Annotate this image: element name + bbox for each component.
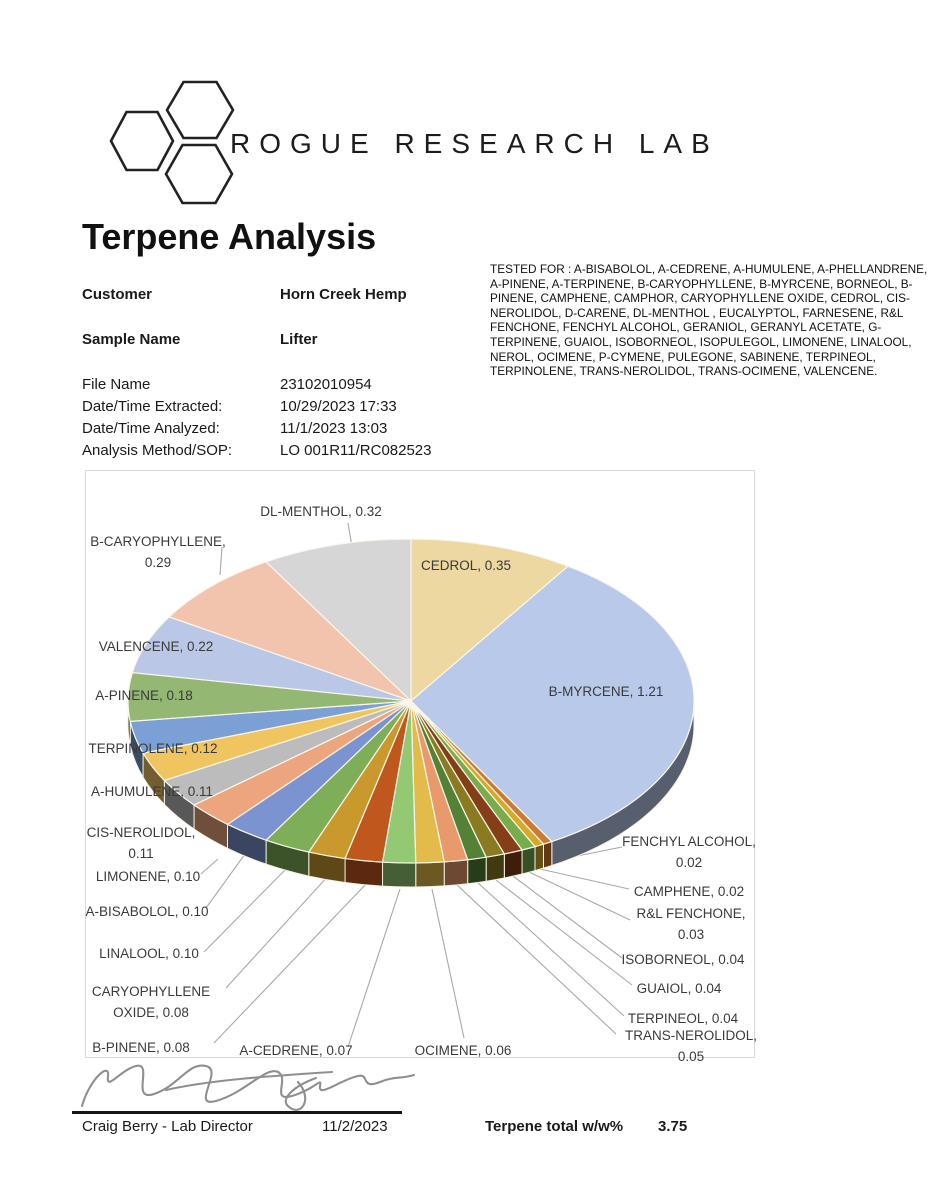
pie-label: CEDROL, 0.35 [420, 558, 512, 573]
info-value: 23102010954 [280, 376, 372, 393]
pie-label: TRANS-NEROLIDOL, 0.05 [624, 1028, 758, 1064]
pie-label: A-PINENE, 0.18 [95, 688, 193, 703]
pie-slice-dl-menthol [264, 538, 412, 703]
info-value: 11/1/2023 13:03 [280, 420, 388, 437]
info-row-customer: Customer Horn Creek Hemp [82, 286, 482, 303]
pie-label: DL-MENTHOL, 0.32 [260, 504, 382, 519]
pie-label: TERPINEOL, 0.04 [627, 1011, 739, 1026]
pie-label: B-MYRCENE, 1.21 [548, 684, 664, 699]
pie-slice-cedrol [410, 538, 570, 703]
info-value: LO 001R11/RC082523 [280, 442, 432, 459]
pie-label: LINALOOL, 0.10 [99, 946, 199, 961]
pie-label: CIS-NEROLIDOL, 0.11 [86, 825, 196, 861]
tested-for-text: TESTED FOR : A-BISABOLOL, A-CEDRENE, A-H… [490, 262, 928, 379]
pie-label: A-CEDRENE, 0.07 [239, 1043, 353, 1058]
info-row-date-analyzed: Date/Time Analyzed: 11/1/2023 13:03 [82, 420, 482, 437]
pie-label: R&L FENCHONE, 0.03 [636, 906, 746, 942]
info-value: 10/29/2023 17:33 [280, 398, 397, 415]
pie-label: CAMPHENE, 0.02 [633, 884, 745, 899]
info-label: Date/Time Extracted: [82, 398, 223, 415]
signatory-name: Craig Berry - Lab Director [82, 1118, 253, 1135]
terpene-total-value: 3.75 [658, 1118, 688, 1135]
pie-label: A-BISABOLOL, 0.10 [85, 904, 209, 919]
info-label: Analysis Method/SOP: [82, 442, 233, 459]
pie-label: GUAIOL, 0.04 [636, 981, 722, 996]
pie-label: B-PINENE, 0.08 [92, 1040, 190, 1055]
info-row-sample-name: Sample Name Lifter [82, 331, 482, 348]
info-row-date-extracted: Date/Time Extracted: 10/29/2023 17:33 [82, 398, 482, 415]
pie-svg [127, 522, 695, 1048]
pie-slice-b-myrcene [410, 565, 695, 843]
pie-label: A-HUMULENE, 0.11 [90, 784, 214, 799]
pie-label: FENCHYL ALCOHOL, 0.02 [622, 834, 756, 870]
pie-label: B-CARYOPHYLLENE, 0.29 [90, 534, 226, 570]
page-title: Terpene Analysis [82, 216, 377, 257]
info-row-file-name: File Name 23102010954 [82, 376, 482, 393]
info-label: Customer [82, 286, 153, 303]
pie-label: TERPINOLENE, 0.12 [88, 741, 218, 756]
logo-text: ROGUE RESEARCH LAB [230, 128, 719, 159]
hexagon-logo-icon [109, 80, 235, 205]
info-row-method-sop: Analysis Method/SOP: LO 001R11/RC082523 [82, 442, 482, 459]
info-label: Sample Name [82, 331, 181, 348]
pie-label: VALENCENE, 0.22 [98, 639, 214, 654]
info-value: Horn Creek Hemp [280, 286, 407, 303]
footer: Craig Berry - Lab Director 11/2/2023 Ter… [0, 1118, 928, 1142]
pie-label: ISOBORNEOL, 0.04 [621, 952, 745, 967]
signature-date: 11/2/2023 [322, 1118, 388, 1135]
sample-info: Customer Horn Creek Hemp Sample Name Lif… [82, 286, 482, 464]
signature-line [72, 1111, 402, 1114]
info-label: Date/Time Analyzed: [82, 420, 220, 437]
pie-slice-b-caryophyllene [168, 561, 412, 702]
info-value: Lifter [280, 331, 318, 348]
pie-label: LIMONENE, 0.10 [95, 869, 201, 884]
signature-icon [80, 1064, 416, 1111]
rogue-research-lab-logo: ROGUE RESEARCH LAB [70, 68, 830, 218]
pie-label: CARYOPHYLLENE OXIDE, 0.08 [91, 984, 211, 1020]
info-label: File Name [82, 376, 151, 393]
pie-label: OCIMENE, 0.06 [414, 1043, 512, 1058]
terpene-pie-chart: DL-MENTHOL, 0.32 B-CARYOPHYLLENE, 0.29 CEDR… [85, 470, 757, 1064]
terpene-total-label: Terpene total w/w% [485, 1118, 624, 1135]
